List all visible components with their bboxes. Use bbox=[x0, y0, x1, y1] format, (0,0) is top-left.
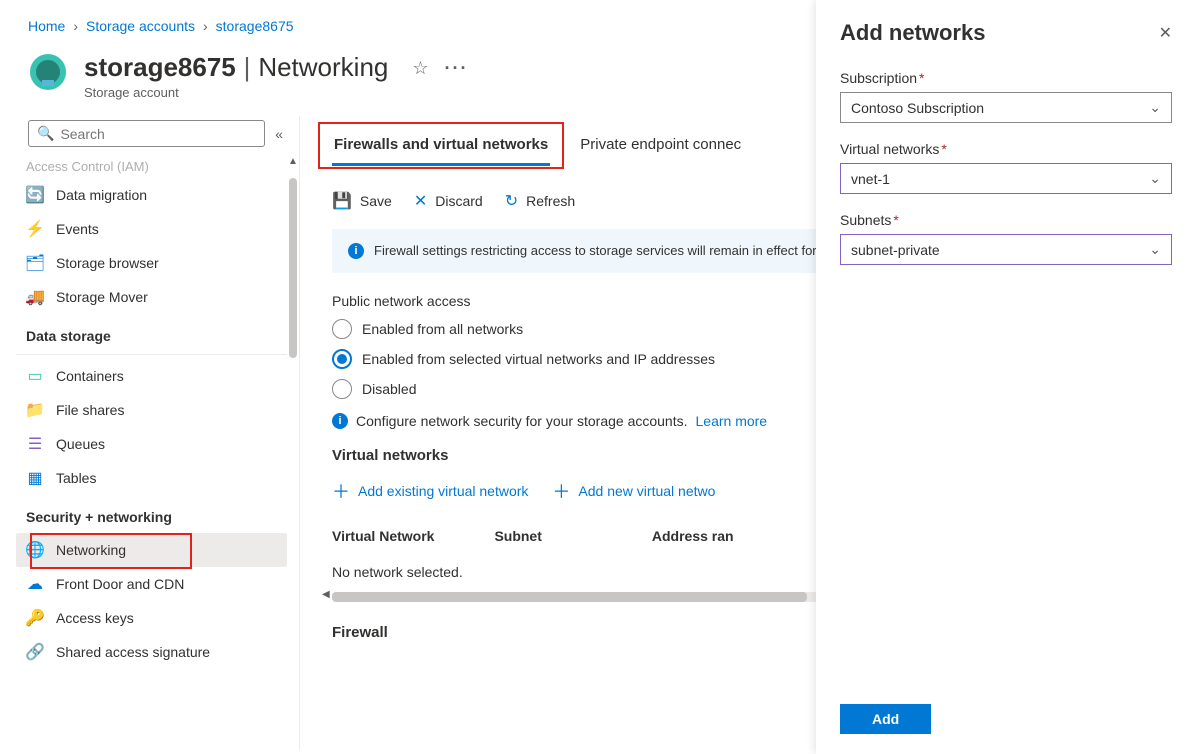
plus-icon: ＋ bbox=[552, 478, 570, 504]
add-new-vnet-button[interactable]: ＋ Add new virtual netwo bbox=[552, 478, 715, 504]
search-input[interactable] bbox=[60, 126, 256, 142]
sidebar-item-label: File shares bbox=[56, 402, 124, 418]
sidebar-search[interactable]: 🔍 bbox=[28, 120, 265, 147]
sidebar-item-storage-browser[interactable]: 🗂 Storage browser bbox=[16, 246, 287, 280]
sidebar-item-storage-mover[interactable]: 🚚 Storage Mover bbox=[16, 280, 287, 314]
sidebar-item-data-migration[interactable]: 🔄 Data migration bbox=[16, 178, 287, 212]
fileshares-icon: 📁 bbox=[26, 401, 44, 419]
radio-label: Disabled bbox=[362, 381, 416, 397]
select-value: subnet-private bbox=[851, 242, 940, 258]
mover-icon: 🚚 bbox=[26, 288, 44, 306]
sidebar-scrollbar[interactable]: ▲ bbox=[289, 156, 299, 476]
sidebar-item-sas[interactable]: 🔗 Shared access signature bbox=[16, 635, 287, 669]
close-icon[interactable]: ✕ bbox=[1159, 23, 1172, 43]
save-button[interactable]: 💾 Save bbox=[332, 191, 392, 211]
sidebar-item-label: Access keys bbox=[56, 610, 134, 626]
vnet-label: Virtual networks* bbox=[840, 141, 1172, 157]
subnet-select[interactable]: subnet-private ⌄ bbox=[840, 234, 1172, 265]
sidebar-item-frontdoor[interactable]: ☁ Front Door and CDN bbox=[16, 567, 287, 601]
sidebar-item-label: Shared access signature bbox=[56, 644, 210, 660]
breadcrumb-resource[interactable]: storage8675 bbox=[216, 18, 294, 34]
title-separator: | bbox=[244, 52, 251, 82]
sidebar-item-access-keys[interactable]: 🔑 Access keys bbox=[16, 601, 287, 635]
sidebar-item-tables[interactable]: ▦ Tables bbox=[16, 461, 287, 495]
title-block: storage8675 | Networking Storage account bbox=[84, 52, 388, 100]
chevron-down-icon: ⌄ bbox=[1149, 170, 1161, 187]
panel-title: Add networks bbox=[840, 20, 985, 46]
info-icon: i bbox=[332, 413, 348, 429]
radio-icon bbox=[332, 379, 352, 399]
more-icon[interactable]: ··· bbox=[445, 58, 469, 79]
vnet-select[interactable]: vnet-1 ⌄ bbox=[840, 163, 1172, 194]
browser-icon: 🗂 bbox=[26, 254, 44, 272]
subnet-label: Subnets* bbox=[840, 212, 1172, 228]
sidebar-item-label: Tables bbox=[56, 470, 96, 486]
refresh-icon: ↻ bbox=[505, 191, 518, 211]
info-icon: i bbox=[348, 243, 364, 259]
radio-label: Enabled from selected virtual networks a… bbox=[362, 351, 715, 367]
sidebar-item-label: Networking bbox=[56, 542, 126, 558]
sidebar-item-containers[interactable]: ▭ Containers bbox=[16, 359, 287, 393]
learn-more-link[interactable]: Learn more bbox=[696, 413, 768, 429]
migration-icon: 🔄 bbox=[26, 186, 44, 204]
sidebar-item-label: Front Door and CDN bbox=[56, 576, 184, 592]
favorite-icon[interactable]: ☆ bbox=[412, 58, 428, 79]
search-icon: 🔍 bbox=[37, 125, 54, 142]
storage-account-icon bbox=[28, 52, 68, 92]
sidebar-item-networking[interactable]: 🌐 Networking bbox=[16, 533, 287, 567]
key-icon: 🔑 bbox=[26, 609, 44, 627]
col-address: Address ran bbox=[652, 528, 734, 544]
queues-icon: ☰ bbox=[26, 435, 44, 453]
sidebar: 🔍 « ▲ Access Control (IAM) 🔄 Data migrat… bbox=[0, 116, 300, 750]
radio-icon bbox=[332, 349, 352, 369]
add-existing-vnet-button[interactable]: ＋ Add existing virtual network bbox=[332, 478, 528, 504]
chevron-right-icon: › bbox=[203, 18, 208, 34]
sidebar-item-events[interactable]: ⚡ Events bbox=[16, 212, 287, 246]
col-vnet: Virtual Network bbox=[332, 528, 434, 544]
sidebar-item-file-shares[interactable]: 📁 File shares bbox=[16, 393, 287, 427]
page-title: Networking bbox=[258, 52, 388, 82]
tables-icon: ▦ bbox=[26, 469, 44, 487]
discard-icon: ✕ bbox=[414, 191, 427, 211]
sidebar-section-data-storage: Data storage bbox=[16, 314, 287, 355]
breadcrumb-storage-accounts[interactable]: Storage accounts bbox=[86, 18, 195, 34]
collapse-sidebar-icon[interactable]: « bbox=[275, 126, 283, 142]
networking-icon: 🌐 bbox=[26, 541, 44, 559]
tab-firewalls[interactable]: Firewalls and virtual networks bbox=[332, 128, 550, 166]
add-networks-panel: Add networks ✕ Subscription* Contoso Sub… bbox=[816, 0, 1196, 754]
sidebar-item-label: Data migration bbox=[56, 187, 147, 203]
refresh-button[interactable]: ↻ Refresh bbox=[505, 191, 575, 211]
sidebar-item-iam[interactable]: Access Control (IAM) bbox=[16, 155, 287, 178]
discard-button[interactable]: ✕ Discard bbox=[414, 191, 483, 211]
sidebar-item-label: Storage browser bbox=[56, 255, 159, 271]
resource-name: storage8675 bbox=[84, 52, 236, 82]
add-button[interactable]: Add bbox=[840, 704, 931, 734]
resource-type-label: Storage account bbox=[84, 85, 388, 100]
sidebar-item-label: Events bbox=[56, 221, 99, 237]
radio-icon bbox=[332, 319, 352, 339]
breadcrumb-home[interactable]: Home bbox=[28, 18, 65, 34]
radio-label: Enabled from all networks bbox=[362, 321, 523, 337]
chevron-down-icon: ⌄ bbox=[1149, 99, 1161, 116]
sidebar-item-queues[interactable]: ☰ Queues bbox=[16, 427, 287, 461]
sidebar-item-label: Containers bbox=[56, 368, 124, 384]
sidebar-section-security: Security + networking bbox=[16, 495, 287, 533]
plus-icon: ＋ bbox=[332, 478, 350, 504]
col-subnet: Subnet bbox=[494, 528, 541, 544]
subscription-select[interactable]: Contoso Subscription ⌄ bbox=[840, 92, 1172, 123]
containers-icon: ▭ bbox=[26, 367, 44, 385]
info-text: Configure network security for your stor… bbox=[356, 413, 688, 429]
save-icon: 💾 bbox=[332, 191, 352, 211]
sidebar-item-label: Storage Mover bbox=[56, 289, 148, 305]
tab-private-endpoint[interactable]: Private endpoint connec bbox=[578, 128, 743, 166]
events-icon: ⚡ bbox=[26, 220, 44, 238]
sidebar-item-label: Queues bbox=[56, 436, 105, 452]
subscription-label: Subscription* bbox=[840, 70, 1172, 86]
chevron-right-icon: › bbox=[73, 18, 78, 34]
sas-icon: 🔗 bbox=[26, 643, 44, 661]
frontdoor-icon: ☁ bbox=[26, 575, 44, 593]
chevron-down-icon: ⌄ bbox=[1149, 241, 1161, 258]
select-value: vnet-1 bbox=[851, 171, 890, 187]
select-value: Contoso Subscription bbox=[851, 100, 984, 116]
